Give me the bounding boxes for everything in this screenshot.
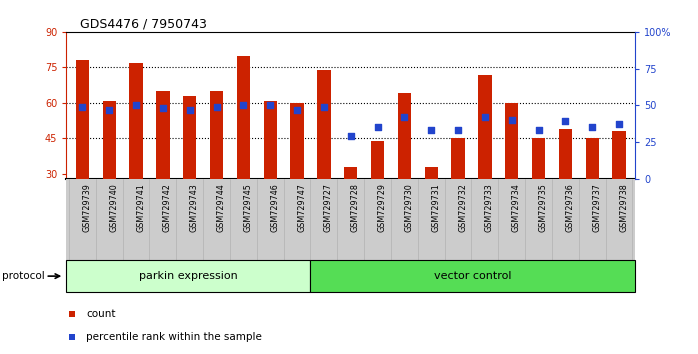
Point xyxy=(157,105,168,111)
Point xyxy=(345,133,356,139)
Point xyxy=(292,107,303,113)
Bar xyxy=(344,167,357,179)
Text: GSM729730: GSM729730 xyxy=(404,183,413,232)
Text: protocol: protocol xyxy=(2,271,45,281)
Bar xyxy=(452,138,465,179)
Bar xyxy=(558,129,572,179)
Text: GSM729744: GSM729744 xyxy=(216,183,225,232)
Bar xyxy=(310,260,635,292)
Text: GSM729743: GSM729743 xyxy=(190,183,199,232)
Point xyxy=(131,103,142,108)
Point xyxy=(586,125,597,130)
Text: GDS4476 / 7950743: GDS4476 / 7950743 xyxy=(80,17,207,30)
Text: GSM729729: GSM729729 xyxy=(378,183,387,232)
Point xyxy=(238,103,249,108)
Bar xyxy=(183,96,196,179)
Text: GSM729728: GSM729728 xyxy=(350,183,359,232)
Text: GSM729733: GSM729733 xyxy=(485,183,494,232)
Text: GSM729732: GSM729732 xyxy=(458,183,467,232)
Point xyxy=(506,117,517,123)
Bar xyxy=(66,260,310,292)
Point xyxy=(104,107,115,113)
Text: GSM729745: GSM729745 xyxy=(244,183,253,232)
Text: GSM729727: GSM729727 xyxy=(324,183,333,232)
Text: GSM729731: GSM729731 xyxy=(431,183,440,232)
Point xyxy=(426,127,437,133)
Text: GSM729737: GSM729737 xyxy=(592,183,601,232)
Bar xyxy=(478,74,491,179)
Point xyxy=(211,104,222,110)
Bar xyxy=(532,138,545,179)
Text: GSM729740: GSM729740 xyxy=(110,183,118,232)
Text: GSM729734: GSM729734 xyxy=(512,183,521,232)
Text: GSM729742: GSM729742 xyxy=(163,183,172,232)
Text: vector control: vector control xyxy=(434,271,512,281)
Bar xyxy=(237,56,250,179)
Text: GSM729739: GSM729739 xyxy=(82,183,91,232)
Bar xyxy=(264,101,277,179)
Text: GSM729736: GSM729736 xyxy=(565,183,574,232)
Text: GSM729738: GSM729738 xyxy=(619,183,628,232)
Point xyxy=(184,107,195,113)
Point xyxy=(399,114,410,120)
Bar xyxy=(75,60,89,179)
Point xyxy=(614,121,625,127)
Bar xyxy=(398,93,411,179)
Bar xyxy=(103,101,116,179)
Bar xyxy=(317,70,331,179)
Bar xyxy=(505,103,519,179)
Bar xyxy=(612,131,626,179)
Text: percentile rank within the sample: percentile rank within the sample xyxy=(87,332,262,342)
Bar xyxy=(156,91,170,179)
Bar xyxy=(290,103,304,179)
Point xyxy=(77,104,88,110)
Bar xyxy=(586,138,599,179)
Bar xyxy=(129,63,143,179)
Text: GSM729746: GSM729746 xyxy=(270,183,279,232)
Point xyxy=(452,127,463,133)
Bar xyxy=(424,167,438,179)
Point xyxy=(560,119,571,124)
Text: GSM729741: GSM729741 xyxy=(136,183,145,232)
Point xyxy=(318,104,329,110)
Point xyxy=(265,103,276,108)
Point xyxy=(372,125,383,130)
Point xyxy=(533,127,544,133)
Point xyxy=(480,114,491,120)
Text: GSM729735: GSM729735 xyxy=(539,183,547,232)
Text: parkin expression: parkin expression xyxy=(139,271,237,281)
Bar xyxy=(371,141,385,179)
Text: count: count xyxy=(87,309,116,319)
Text: GSM729747: GSM729747 xyxy=(297,183,306,232)
Bar xyxy=(210,91,223,179)
